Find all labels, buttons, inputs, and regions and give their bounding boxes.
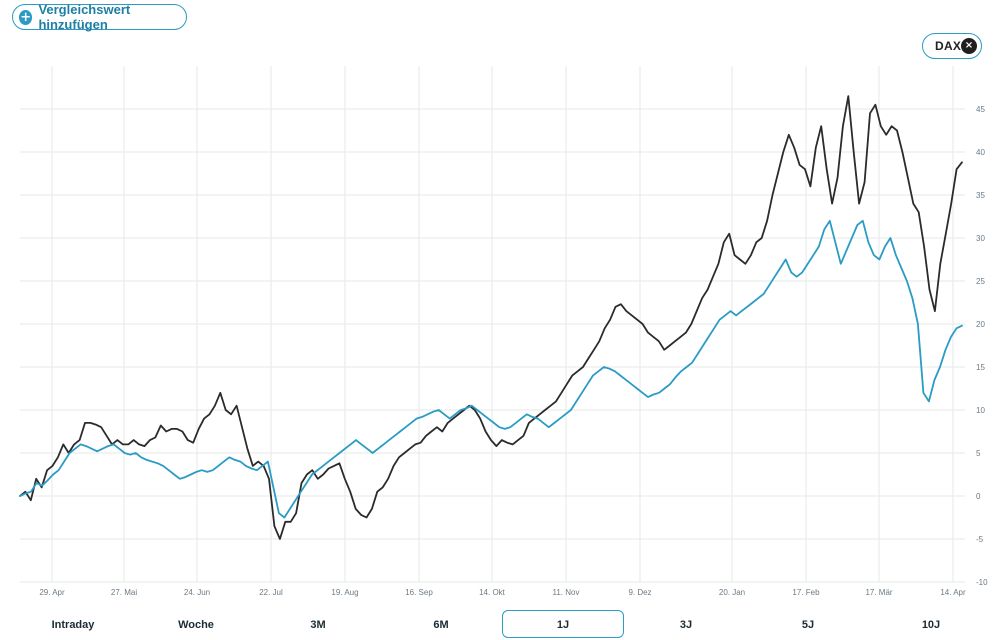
series-line-index [19,219,963,519]
y-tick-label: 15 [976,363,985,372]
index-chip-label: DAX [935,39,962,53]
x-tick-label: 22. Jul [259,588,283,597]
y-tick-label: 45 [976,105,985,114]
x-tick-label: 17. Mär [865,588,892,597]
range-button-intraday[interactable]: Intraday [51,619,95,631]
y-tick-label: 25 [976,277,985,286]
performance-chart: -10 -5 0 5 10 15 20 25 30 35 40 45 29. Apr 27. Mai 24.… [19,66,988,597]
y-tick-label: 35 [976,191,985,200]
add-comparison-button[interactable]: + Vergleichswert hinzufügen [12,2,187,32]
y-tick-label: 5 [976,449,981,458]
y-tick-label: -5 [976,535,984,544]
y-tick-label: 40 [976,148,985,157]
range-button-6m[interactable]: 6M [433,619,449,631]
x-tick-label: 17. Feb [792,588,820,597]
x-tick-label: 29. Apr [39,588,65,597]
x-tick-label: 24. Jun [184,588,210,597]
x-tick-label: 14. Okt [479,588,506,597]
range-button-10j[interactable]: 10J [921,619,941,631]
range-button-1j[interactable]: 1J [502,610,624,638]
x-tick-label: 16. Sep [405,588,433,597]
range-button-5j[interactable]: 5J [801,619,815,631]
add-comparison-label: Vergleichswert hinzufügen [38,2,131,32]
x-tick-label: 14. Apr [940,588,966,597]
x-tick-label: 11. Nov [553,588,580,597]
y-tick-label: -10 [976,578,988,587]
range-selector: Intraday Woche 3M 6M 1J 3J 5J 10J [0,608,1000,638]
close-icon[interactable]: × [961,38,977,54]
plus-icon: + [19,9,33,25]
y-tick-label: 0 [976,492,981,501]
x-tick-label: 9. Dez [628,588,651,597]
range-button-woche[interactable]: Woche [178,619,214,631]
x-tick-label: 27. Mai [111,588,137,597]
y-tick-label: 20 [976,320,985,329]
x-tick-label: 19. Aug [331,588,358,597]
x-tick-label: 20. Jan [719,588,745,597]
index-chip-dax: DAX × [922,33,982,59]
series-line-stock [19,95,963,540]
range-button-3m[interactable]: 3M [310,619,326,631]
range-button-3j[interactable]: 3J [679,619,693,631]
y-tick-label: 10 [976,406,985,415]
y-tick-label: 30 [976,234,985,243]
